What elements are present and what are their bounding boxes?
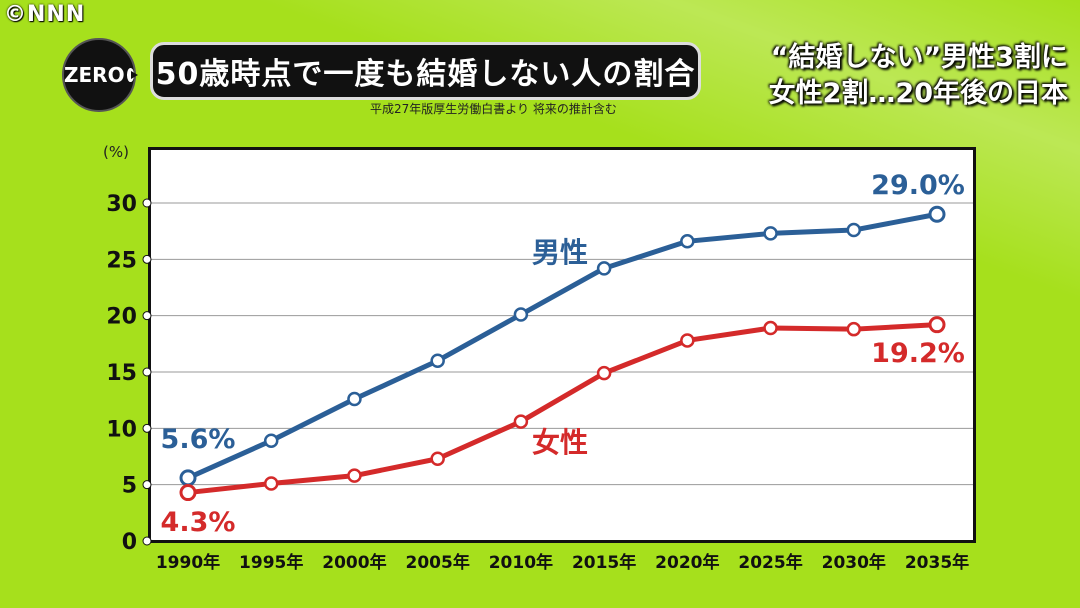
series-line-1 — [187, 322, 938, 496]
data-point — [596, 365, 612, 381]
y-tick-mark — [142, 423, 152, 433]
data-label-female-start: 4.3% — [161, 507, 236, 538]
data-point — [680, 333, 695, 348]
y-tick-label: 30 — [106, 192, 137, 217]
x-tick-label: 2015年 — [572, 552, 636, 573]
play-icon — [126, 68, 139, 82]
data-point — [179, 484, 197, 502]
y-tick-mark — [142, 367, 152, 377]
x-tick-label: 2000年 — [322, 552, 386, 573]
headline: “結婚しない”男性3割に 女性2割…20年後の日本 — [728, 40, 1068, 112]
y-tick-mark — [142, 254, 152, 264]
copyright-mark: ©NNN — [4, 2, 86, 27]
data-point — [846, 222, 862, 238]
data-label-male-start: 5.6% — [161, 424, 236, 455]
chart-title: 50歳時点で一度も結婚しない人の割合 — [150, 42, 701, 100]
chart-plot-area — [148, 147, 976, 543]
data-point — [430, 353, 445, 368]
x-tick-label: 2020年 — [655, 552, 719, 573]
data-point — [513, 307, 529, 322]
y-tick-label: 20 — [106, 305, 137, 330]
data-point — [763, 226, 778, 241]
data-point — [263, 476, 279, 491]
data-point — [596, 261, 612, 276]
headline-line-1: “結婚しない”男性3割に — [770, 42, 1068, 73]
data-point — [430, 451, 445, 467]
data-point — [763, 320, 778, 336]
y-tick-label: 0 — [122, 530, 137, 555]
data-point — [347, 468, 362, 483]
data-point — [680, 234, 695, 249]
y-tick-label: 5 — [122, 474, 137, 499]
data-point — [928, 316, 946, 334]
series-label-male: 男性 — [532, 236, 588, 269]
logo-text: ZERO — [64, 63, 125, 87]
y-tick-mark — [142, 311, 152, 321]
x-tick-label: 1990年 — [156, 552, 220, 573]
y-tick-label: 15 — [106, 361, 137, 386]
x-tick-label: 2030年 — [822, 552, 886, 573]
y-tick-label: 10 — [106, 417, 137, 442]
data-point — [928, 205, 946, 223]
data-point — [263, 433, 279, 448]
y-tick-mark — [142, 480, 152, 490]
x-tick-label: 2010年 — [489, 552, 553, 573]
data-point — [513, 414, 529, 429]
series-line-0 — [186, 211, 938, 481]
x-tick-label: 2025年 — [738, 552, 802, 573]
data-label-female-end: 19.2% — [871, 338, 965, 369]
x-tick-label: 1995年 — [239, 552, 303, 573]
x-tick-label: 2035年 — [905, 552, 969, 573]
x-tick-label: 2005年 — [406, 552, 470, 573]
data-point — [846, 321, 862, 337]
zero-logo: ZERO — [62, 38, 139, 112]
source-note: 平成27年版厚生労働白書より 将来の推計含む — [370, 102, 617, 116]
data-point — [179, 469, 197, 487]
y-tick-mark — [142, 536, 152, 546]
y-tick-mark — [142, 198, 152, 208]
series-label-female: 女性 — [532, 426, 588, 459]
y-tick-label: 25 — [106, 248, 137, 273]
data-point — [347, 391, 362, 407]
data-label-male-end: 29.0% — [871, 170, 965, 201]
y-unit-label: (%) — [103, 143, 129, 161]
headline-line-2: 女性2割…20年後の日本 — [768, 78, 1068, 109]
